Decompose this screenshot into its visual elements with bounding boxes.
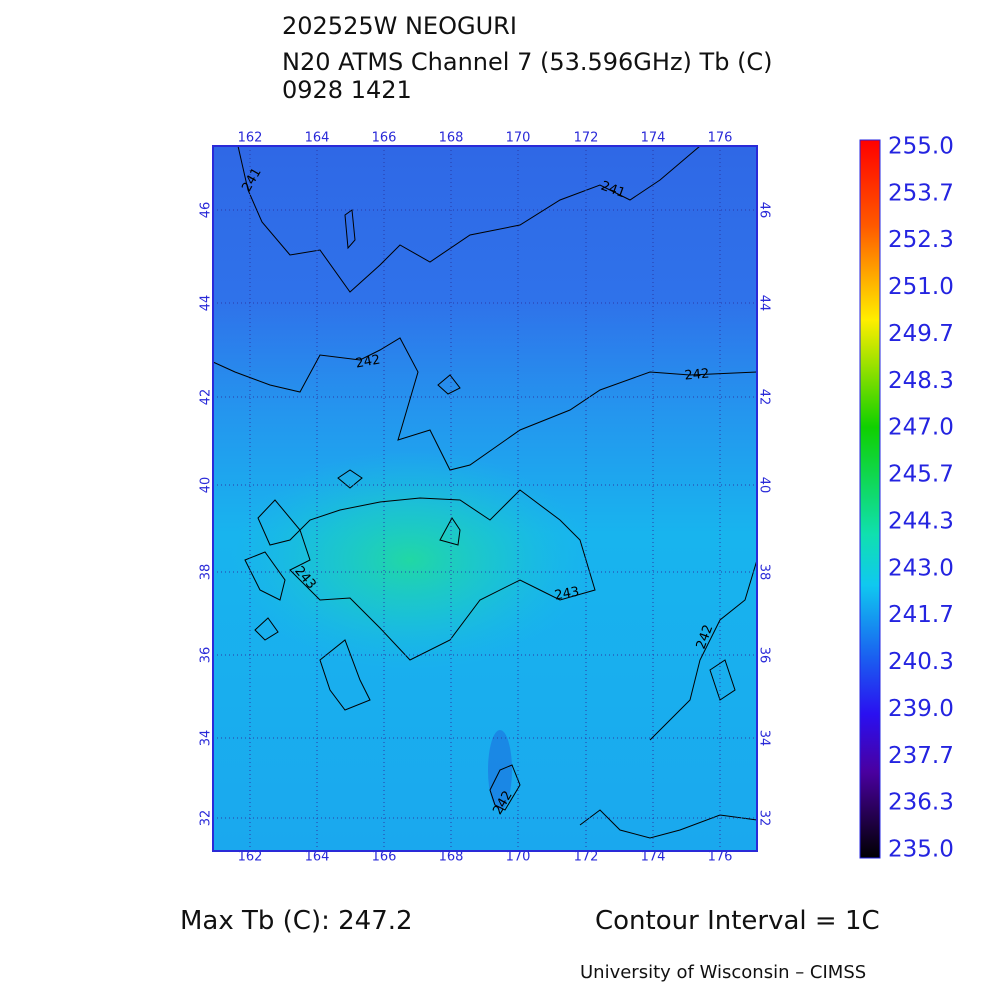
contour-label: 242 <box>684 366 710 383</box>
lat-label: 42 <box>199 389 214 406</box>
lon-label: 168 <box>439 131 464 146</box>
lat-label: 44 <box>199 295 214 312</box>
lon-label: 172 <box>574 850 599 865</box>
lat-label: 36 <box>757 647 772 664</box>
contour-label: 243 <box>553 584 580 603</box>
lon-label: 174 <box>641 850 666 865</box>
lon-label: 162 <box>238 850 263 865</box>
lon-label: 164 <box>305 850 330 865</box>
title-line: 202525W NEOGURI <box>282 12 517 40</box>
lat-label: 38 <box>757 564 772 581</box>
warm-region <box>230 450 590 670</box>
colorbar-label: 249.7 <box>888 321 954 347</box>
lat-label: 32 <box>757 810 772 827</box>
colorbar-labels: 255.0 253.7 252.3 251.0 249.7 248.3 247.0 245.7… <box>888 134 954 863</box>
lat-label: 34 <box>757 730 772 747</box>
colorbar-label: 243.0 <box>888 555 954 581</box>
credit: University of Wisconsin – CIMSS <box>580 962 866 983</box>
colorbar-label: 252.3 <box>888 227 954 253</box>
lon-label: 166 <box>372 131 397 146</box>
map-frame <box>212 145 758 852</box>
lat-label: 36 <box>199 647 214 664</box>
lon-label: 172 <box>574 131 599 146</box>
lat-label: 42 <box>757 389 772 406</box>
max-tb: Max Tb (C): 247.2 <box>180 906 413 936</box>
colorbar <box>859 139 881 859</box>
colorbar-label: 235.0 <box>888 837 954 863</box>
lon-label: 170 <box>506 131 531 146</box>
lon-label: 176 <box>708 850 733 865</box>
lat-label: 40 <box>757 477 772 494</box>
colorbar-label: 245.7 <box>888 462 954 488</box>
lon-label: 166 <box>372 850 397 865</box>
colorbar-label: 239.0 <box>888 696 954 722</box>
lon-label: 176 <box>708 131 733 146</box>
colorbar-label: 236.3 <box>888 790 954 816</box>
lat-label: 32 <box>199 810 214 827</box>
colorbar-label: 237.7 <box>888 743 954 769</box>
lat-label: 38 <box>199 564 214 581</box>
lon-label: 164 <box>305 131 330 146</box>
contour-label: 242 <box>354 352 381 371</box>
colorbar-label: 255.0 <box>888 134 954 160</box>
lon-label: 174 <box>641 131 666 146</box>
lat-label: 44 <box>757 295 772 312</box>
lat-label: 46 <box>199 202 214 219</box>
colorbar-label: 241.7 <box>888 602 954 628</box>
lat-label: 40 <box>199 477 214 494</box>
colorbar-label: 247.0 <box>888 415 954 441</box>
map: 162 162 164 164 166 166 168 168 170 170 172 172 174 1… <box>199 131 772 865</box>
lon-label: 162 <box>238 131 263 146</box>
title-line: N20 ATMS Channel 7 (53.596GHz) Tb (C) <box>282 48 773 76</box>
grid: 162 162 164 164 166 166 168 168 170 170 172 172 174 1… <box>199 131 772 865</box>
contours <box>212 145 758 839</box>
lon-label: 170 <box>506 850 531 865</box>
lat-label: 34 <box>199 730 214 747</box>
colorbar-label: 244.3 <box>888 508 954 534</box>
colorbar-label: 251.0 <box>888 274 954 300</box>
lat-label: 46 <box>757 202 772 219</box>
colorbar-label: 240.3 <box>888 649 954 675</box>
contour-interval: Contour Interval = 1C <box>595 906 880 936</box>
lon-label: 168 <box>439 850 464 865</box>
title-line: 0928 1421 <box>282 76 412 104</box>
colorbar-label: 248.3 <box>888 368 954 394</box>
colorbar-label: 253.7 <box>888 180 954 206</box>
